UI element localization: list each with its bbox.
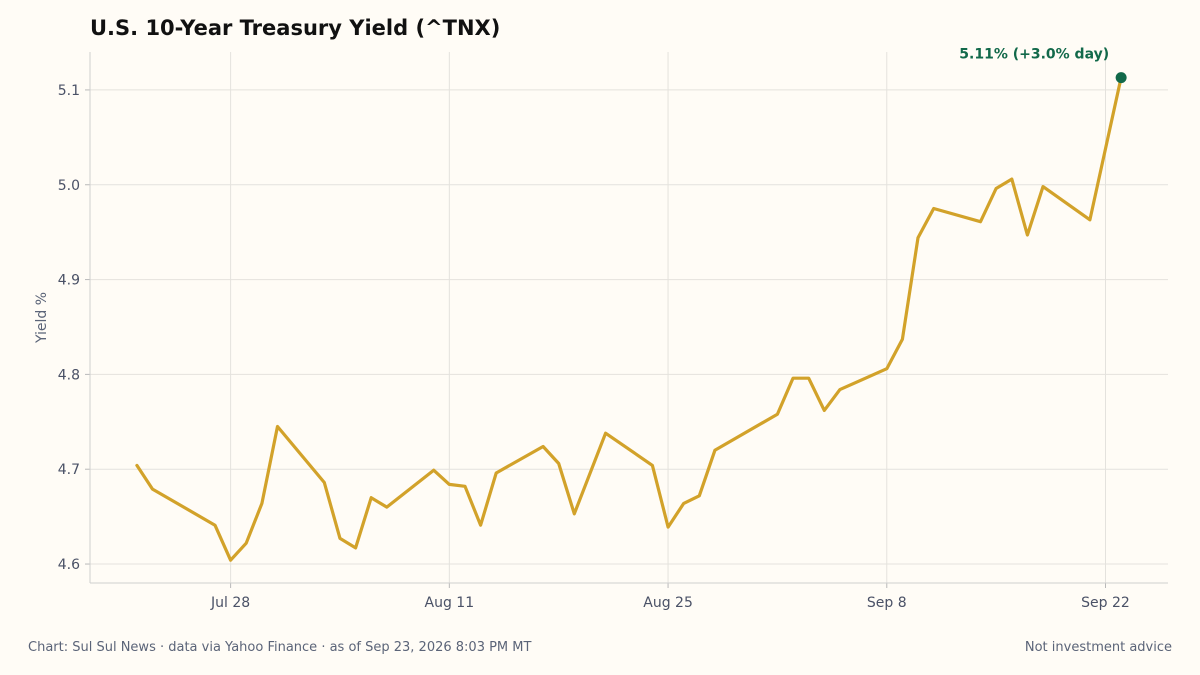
x-tick-label: Jul 28 bbox=[210, 595, 250, 611]
series bbox=[135, 72, 1127, 562]
latest-point-marker bbox=[1115, 72, 1127, 84]
x-tick-label: Sep 8 bbox=[867, 595, 907, 611]
y-tick-label: 5.0 bbox=[58, 178, 80, 194]
x-tick-label: Sep 22 bbox=[1081, 595, 1130, 611]
x-tick-label: Aug 11 bbox=[425, 595, 475, 611]
grid bbox=[90, 52, 1168, 583]
footer-credit: Chart: Sul Sul News · data via Yahoo Fin… bbox=[28, 640, 532, 655]
y-tick-label: 4.6 bbox=[58, 557, 80, 573]
y-tick-label: 4.8 bbox=[58, 367, 80, 383]
y-tick-label: 4.7 bbox=[58, 462, 80, 478]
y-tick-label: 5.1 bbox=[58, 83, 80, 99]
latest-value-annotation: 5.11% (+3.0% day) bbox=[959, 47, 1109, 63]
axes: 4.6 4.7 4.8 4.9 5.0 5.1 Jul 28 Aug 11 Aug 25 Sep … bbox=[58, 52, 1168, 611]
chart-title: U.S. 10-Year Treasury Yield (^TNX) bbox=[90, 16, 501, 40]
y-tick-label: 4.9 bbox=[58, 273, 80, 289]
yield-line bbox=[135, 75, 1123, 562]
footer-disclaimer: Not investment advice bbox=[1024, 640, 1172, 655]
labels: Yield % 5.11% (+3.0% day) bbox=[34, 47, 1109, 344]
x-tick-label: Aug 25 bbox=[643, 595, 693, 611]
y-axis-label: Yield % bbox=[34, 292, 50, 344]
